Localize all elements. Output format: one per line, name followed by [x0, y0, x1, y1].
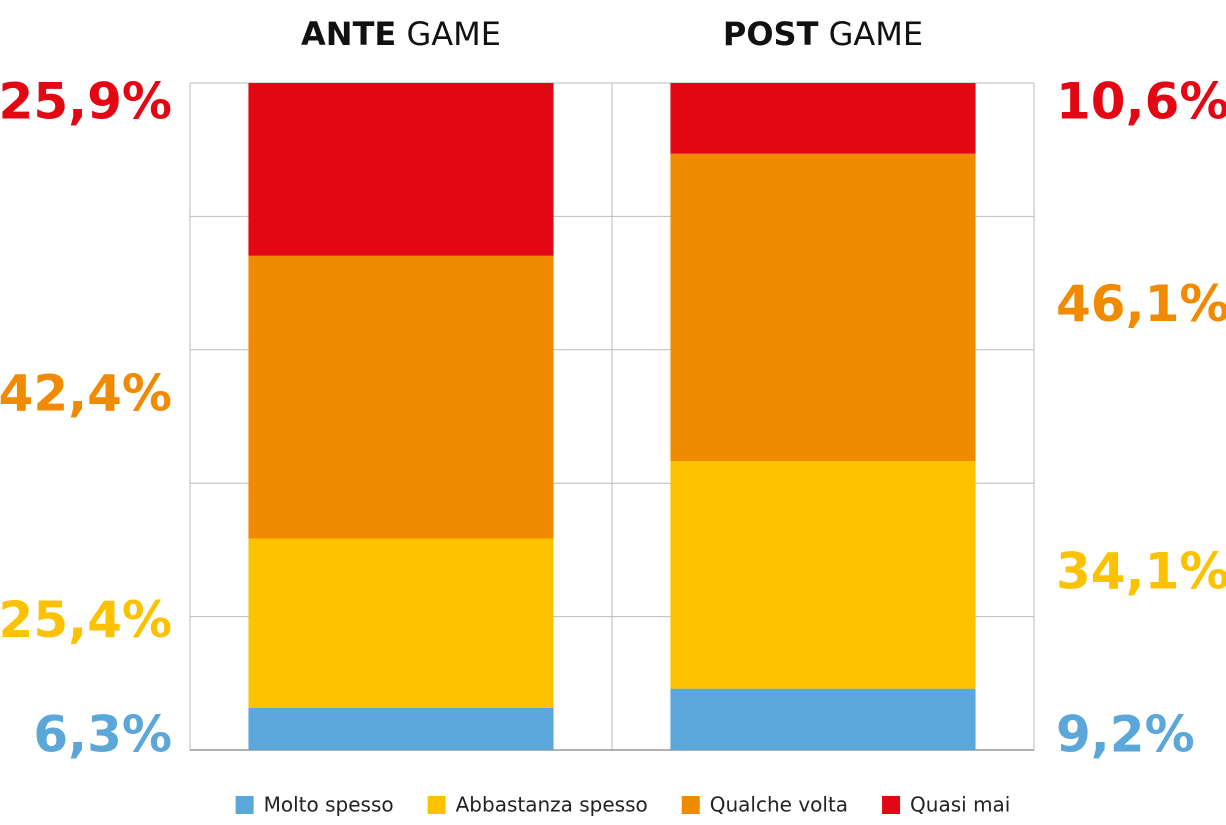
- category-label: POST GAME: [723, 15, 923, 53]
- legend-label: Abbastanza spesso: [456, 793, 648, 817]
- category-word: GAME: [818, 15, 923, 53]
- category-label: ANTE GAME: [301, 15, 501, 53]
- value-label: 34,1%: [1056, 542, 1226, 600]
- legend-swatch: [427, 796, 446, 814]
- legend: Molto spesso Abbastanza spesso Qualche vol…: [235, 793, 1010, 817]
- bar-segment: [248, 255, 554, 539]
- bar-segment: [248, 707, 554, 750]
- category-word: POST: [723, 15, 819, 53]
- bar-segment: [670, 688, 976, 750]
- value-label: 10,6%: [1056, 73, 1226, 131]
- bar-segment: [670, 153, 976, 462]
- category-word: GAME: [396, 15, 501, 53]
- bar-segment: [248, 83, 554, 256]
- legend-label: Qualche volta: [710, 793, 848, 817]
- value-label: 42,4%: [0, 365, 172, 423]
- category-word: ANTE: [301, 15, 396, 53]
- legend-label: Quasi mai: [910, 793, 1010, 817]
- bar-segment: [670, 83, 976, 154]
- bar-segment: [670, 461, 976, 689]
- value-label: 25,4%: [0, 591, 172, 649]
- value-label: 6,3%: [33, 706, 172, 764]
- value-label: 9,2%: [1056, 706, 1195, 764]
- legend-swatch: [681, 796, 700, 814]
- bar-segment: [248, 538, 554, 708]
- legend-swatch: [882, 796, 901, 814]
- legend-swatch: [235, 796, 254, 814]
- legend-label: Molto spesso: [264, 793, 394, 817]
- value-label: 25,9%: [0, 73, 172, 131]
- value-label: 46,1%: [1056, 275, 1226, 333]
